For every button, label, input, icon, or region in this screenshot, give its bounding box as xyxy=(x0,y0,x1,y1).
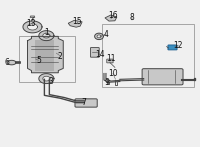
Polygon shape xyxy=(35,40,54,71)
Bar xyxy=(102,24,194,87)
Text: 5: 5 xyxy=(36,56,41,65)
Polygon shape xyxy=(68,20,82,27)
Polygon shape xyxy=(30,16,35,17)
Polygon shape xyxy=(194,78,195,80)
Polygon shape xyxy=(39,31,54,41)
FancyBboxPatch shape xyxy=(107,59,113,63)
Text: 12: 12 xyxy=(174,41,183,50)
Text: 14: 14 xyxy=(95,50,105,59)
FancyBboxPatch shape xyxy=(142,69,183,85)
FancyBboxPatch shape xyxy=(90,48,99,57)
Text: 9: 9 xyxy=(105,78,109,87)
Polygon shape xyxy=(7,60,16,65)
FancyBboxPatch shape xyxy=(75,99,97,107)
Text: 3: 3 xyxy=(48,77,53,86)
Text: 11: 11 xyxy=(106,54,116,64)
Polygon shape xyxy=(43,76,50,81)
Polygon shape xyxy=(105,15,117,21)
Polygon shape xyxy=(95,33,103,40)
Polygon shape xyxy=(28,24,37,30)
Text: 13: 13 xyxy=(27,19,36,28)
Text: 4: 4 xyxy=(104,30,108,39)
Polygon shape xyxy=(39,74,54,84)
Text: 7: 7 xyxy=(82,98,87,107)
Polygon shape xyxy=(43,33,50,38)
Text: 16: 16 xyxy=(108,11,118,20)
Polygon shape xyxy=(97,35,101,38)
Text: 15: 15 xyxy=(72,17,82,26)
FancyBboxPatch shape xyxy=(168,45,177,50)
Text: 8: 8 xyxy=(129,13,134,22)
Text: 1: 1 xyxy=(44,27,49,36)
Bar xyxy=(19,36,75,82)
Polygon shape xyxy=(23,21,42,33)
Text: 2: 2 xyxy=(58,52,63,61)
Text: 6: 6 xyxy=(4,58,9,67)
Polygon shape xyxy=(28,36,63,73)
Text: 10: 10 xyxy=(108,69,118,78)
